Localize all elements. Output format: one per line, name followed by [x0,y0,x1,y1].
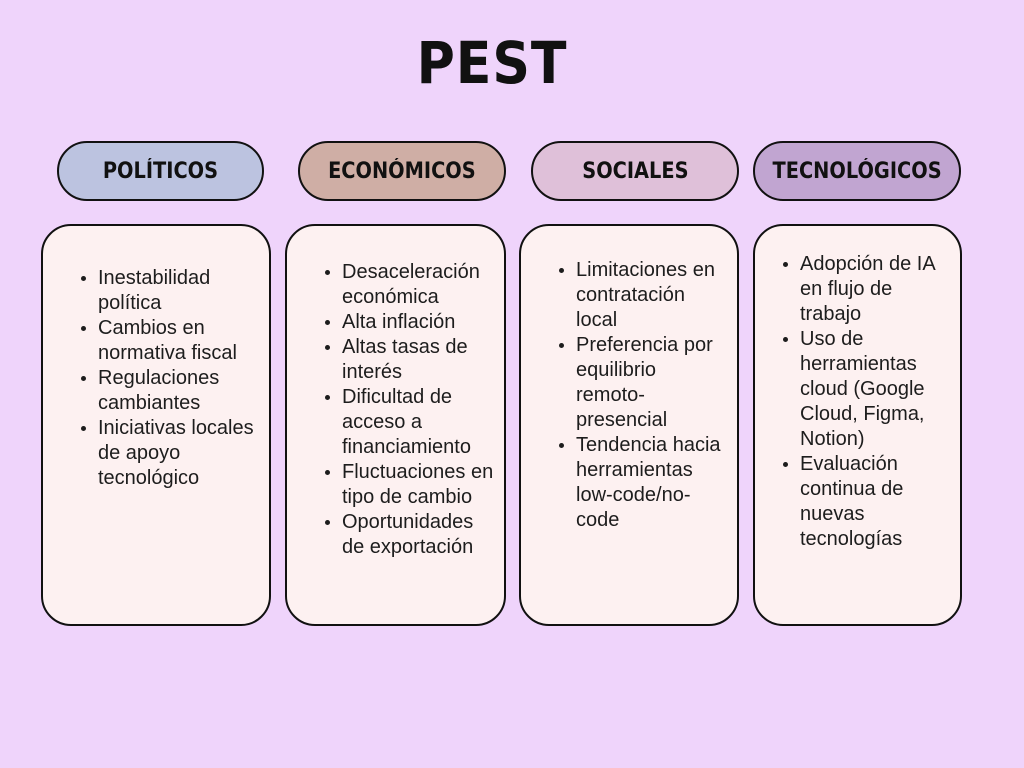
factor-list: Desaceleración económica Alta inflación … [287,226,504,560]
list-item: Preferencia por equilibrio remoto-presen… [559,333,727,433]
list-item: Alta inflación [325,310,496,335]
header-sociales: SOCIALES [531,141,739,201]
header-politicos: POLÍTICOS [57,141,264,201]
list-item: Limitaciones en contratación local [559,258,727,333]
list-item: Dificultad de acceso a financiamiento [325,385,496,460]
list-item: Adopción de IA en flujo de trabajo [783,252,952,327]
list-item: Regulaciones cambiantes [81,366,257,416]
list-item: Tendencia hacia herramientas low-code/no… [559,433,727,533]
list-item: Oportunidades de exportación [325,510,496,560]
factor-list: Adopción de IA en flujo de trabajo Uso d… [755,226,960,552]
list-item: Desaceleración económica [325,260,496,310]
list-item: Evaluación continua de nuevas tecnología… [783,452,952,552]
card-tecnologicos: Adopción de IA en flujo de trabajo Uso d… [753,224,962,626]
header-label: ECONÓMICOS [328,158,476,184]
list-item: Uso de herramientas cloud (Google Cloud,… [783,327,952,452]
header-label: TECNOLÓGICOS [772,158,942,184]
page-title: PEST [416,29,568,97]
list-item: Inestabilidad política [81,266,257,316]
list-item: Cambios en normativa fiscal [81,316,257,366]
header-economicos: ECONÓMICOS [298,141,506,201]
list-item: Altas tasas de interés [325,335,496,385]
header-tecnologicos: TECNOLÓGICOS [753,141,961,201]
factor-list: Inestabilidad política Cambios en normat… [43,226,269,491]
card-politicos: Inestabilidad política Cambios en normat… [41,224,271,626]
factor-list: Limitaciones en contratación local Prefe… [521,226,737,533]
card-economicos: Desaceleración económica Alta inflación … [285,224,506,626]
header-label: SOCIALES [581,158,689,184]
list-item: Iniciativas locales de apoyo tecnológico [81,416,257,491]
header-label: POLÍTICOS [102,158,219,184]
card-sociales: Limitaciones en contratación local Prefe… [519,224,739,626]
list-item: Fluctuaciones en tipo de cambio [325,460,496,510]
